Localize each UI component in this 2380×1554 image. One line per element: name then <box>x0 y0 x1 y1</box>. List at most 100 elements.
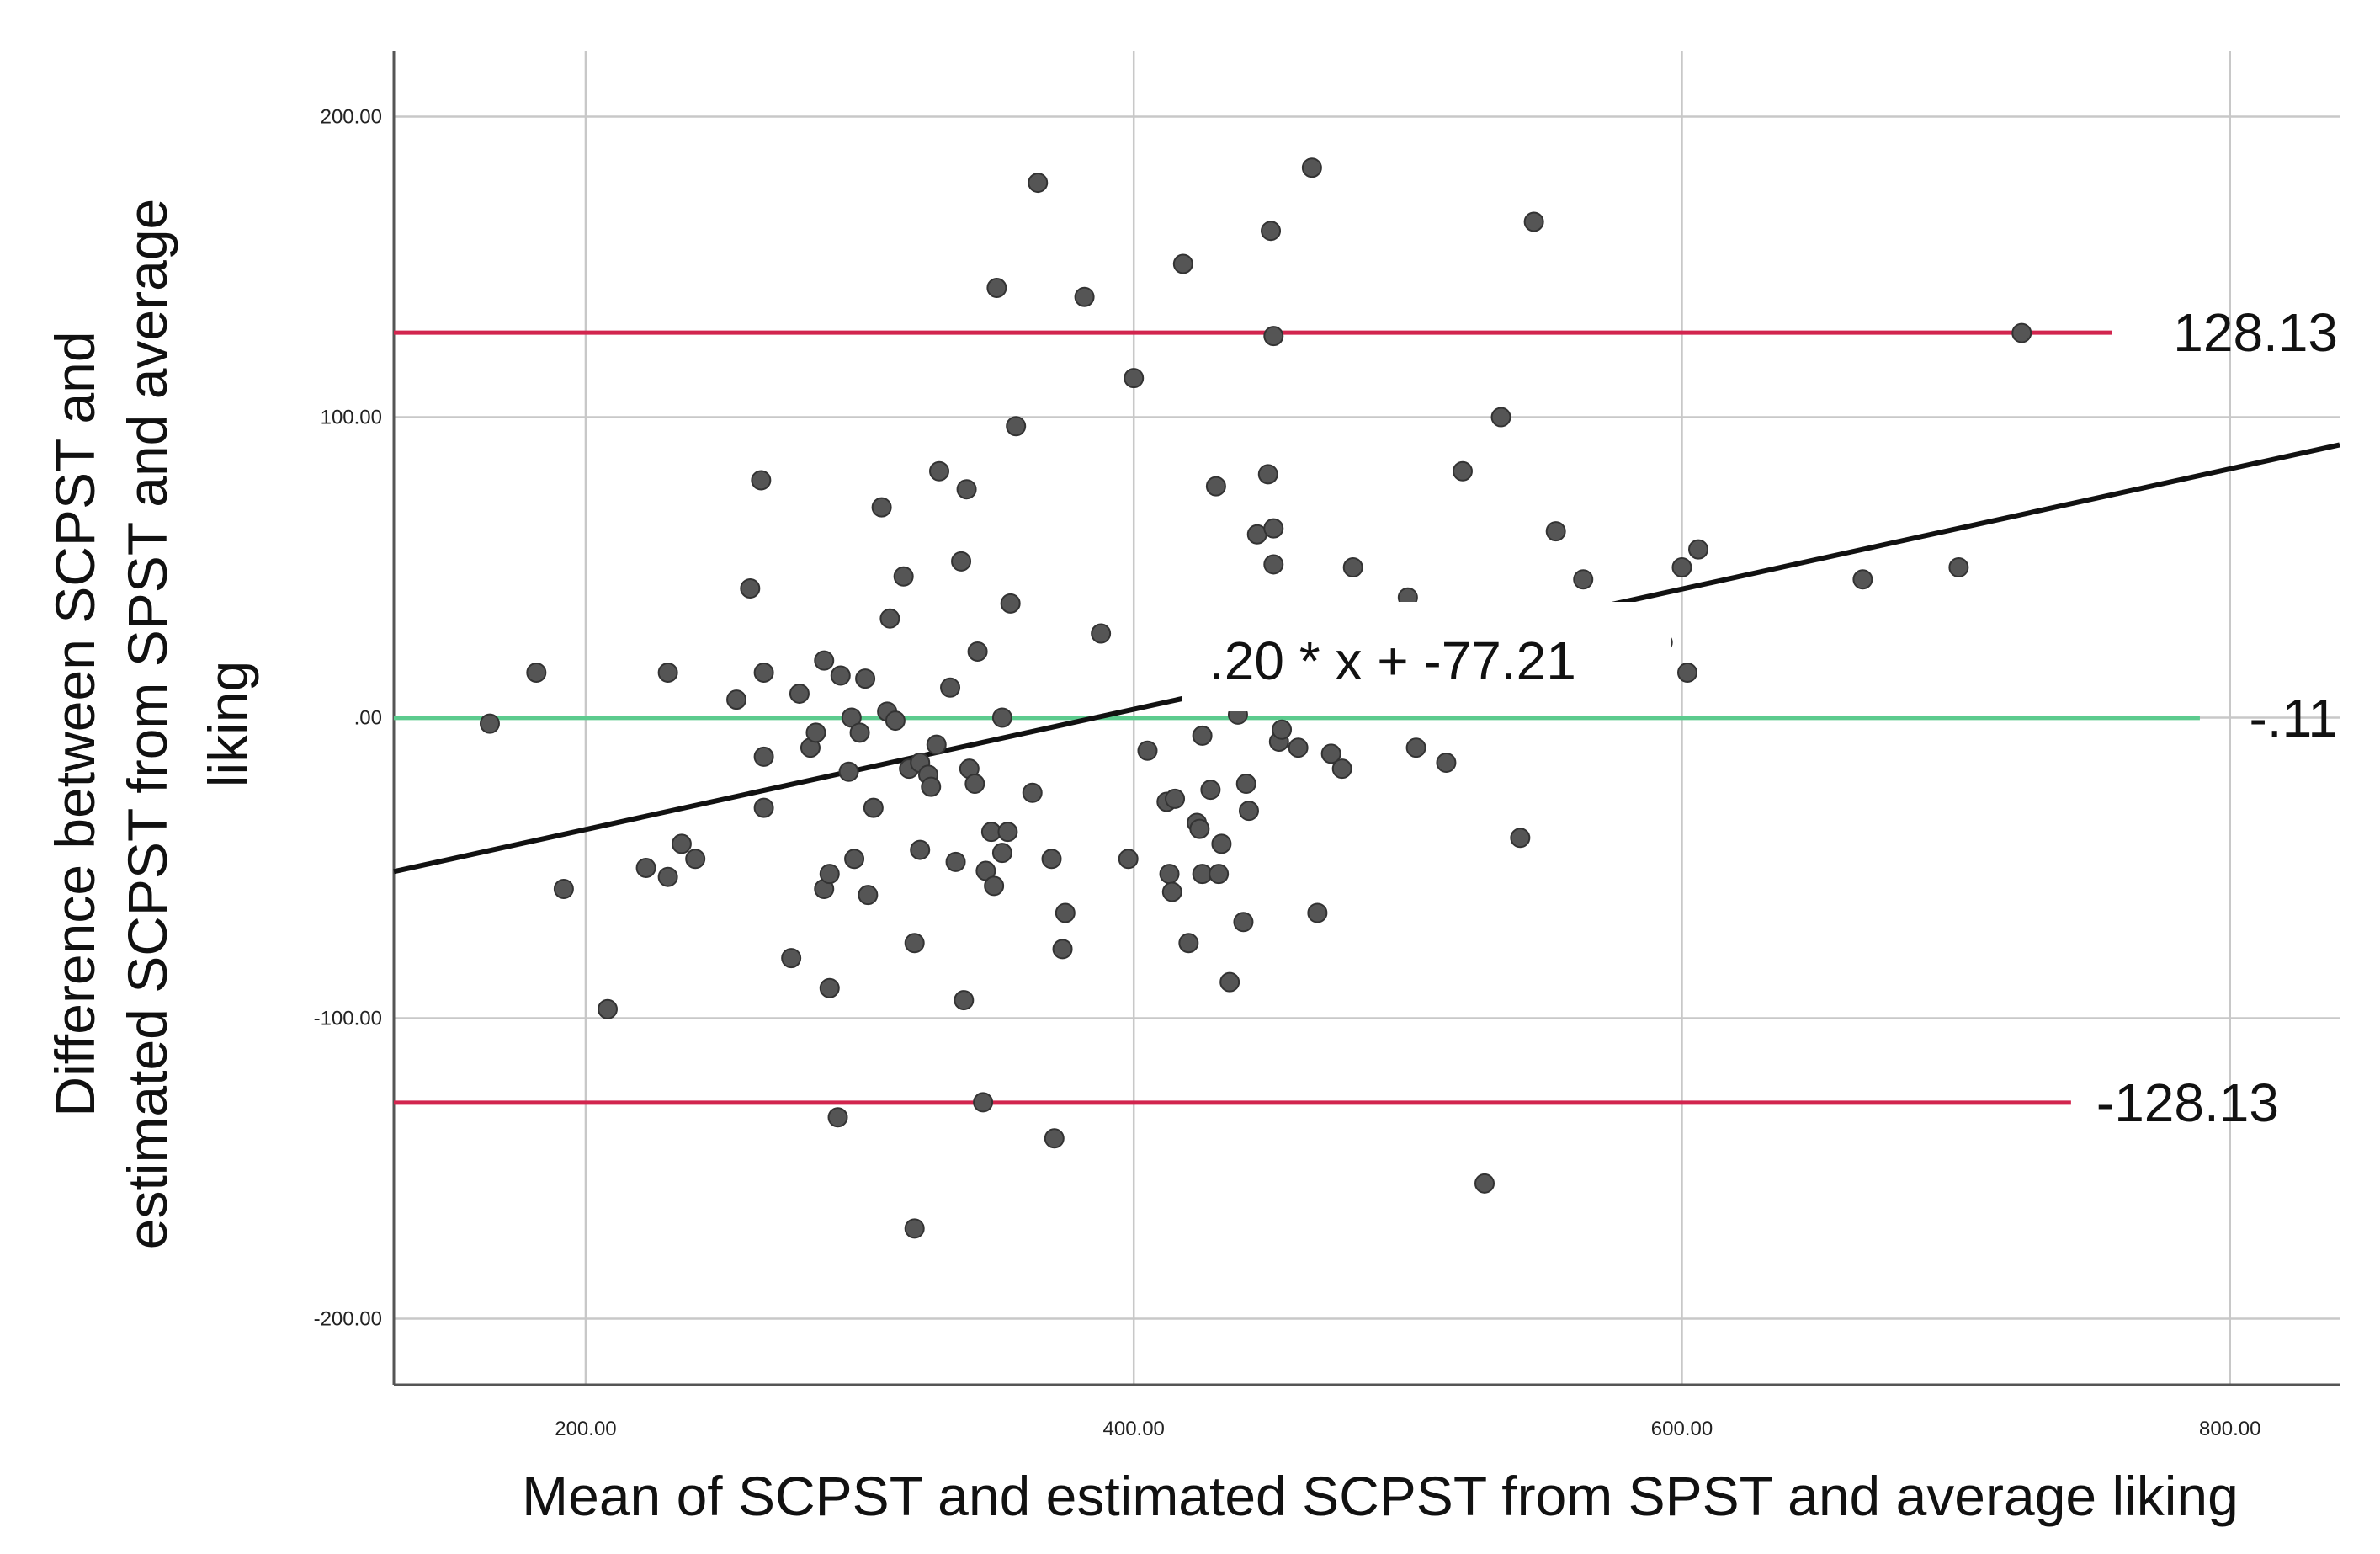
data-point <box>986 278 1007 299</box>
data-point <box>1205 476 1226 497</box>
data-point <box>1452 460 1473 482</box>
data-point <box>1263 554 1284 575</box>
data-point <box>657 866 678 887</box>
data-point <box>1219 971 1240 993</box>
data-point <box>984 875 1005 897</box>
data-point <box>1044 1128 1065 1149</box>
data-point <box>1124 368 1145 389</box>
data-point <box>1161 881 1182 902</box>
data-point <box>1238 801 1259 822</box>
x-tick-label: 200.00 <box>555 1418 616 1440</box>
data-point <box>814 650 835 671</box>
data-point <box>1192 725 1213 746</box>
x-axis-title: Mean of SCPST and estimated SCPST from S… <box>522 1465 2239 1527</box>
y-tick-label: .00 <box>354 707 382 730</box>
data-point <box>1331 758 1352 780</box>
data-point <box>967 641 988 662</box>
data-point <box>997 822 1018 843</box>
data-point <box>657 662 678 683</box>
y-tick-label: -200.00 <box>314 1307 382 1330</box>
data-point <box>1436 753 1457 774</box>
data-point <box>1200 780 1221 801</box>
equation-label: .20 * x + -77.21 <box>1209 631 1576 691</box>
data-point <box>1052 939 1073 960</box>
data-point <box>789 683 810 704</box>
data-point <box>1342 557 1363 578</box>
equation-label-background <box>1182 602 1671 711</box>
reference-line-label: -.11 <box>2249 688 2338 748</box>
data-point <box>1301 157 1322 178</box>
data-point <box>1172 253 1193 274</box>
data-point <box>964 774 985 795</box>
data-point <box>1000 593 1021 614</box>
data-point <box>1235 774 1256 795</box>
data-point <box>1118 849 1139 870</box>
data-point <box>671 833 692 854</box>
y-axis-title-line-1: Difference between SCPST and <box>44 331 106 1116</box>
data-point <box>940 677 961 698</box>
data-point <box>1272 719 1293 740</box>
data-point <box>929 460 950 482</box>
data-point <box>1852 569 1873 590</box>
data-point <box>805 722 826 743</box>
data-point <box>863 797 884 818</box>
data-point <box>1233 912 1254 933</box>
data-point <box>838 761 859 782</box>
reference-lines <box>394 330 2200 1105</box>
data-point <box>819 864 840 885</box>
data-point <box>1257 464 1278 485</box>
data-point <box>1041 849 1062 870</box>
data-point <box>904 1218 925 1239</box>
data-point <box>1307 902 1328 923</box>
data-point <box>1523 211 1544 232</box>
data-point <box>1165 788 1186 809</box>
data-point <box>1948 557 1969 578</box>
data-point <box>885 710 906 732</box>
data-point <box>1189 818 1210 839</box>
data-point <box>1178 933 1199 954</box>
data-point <box>830 665 851 686</box>
y-axis-title-line-2: estimated SCPST from SPST and average <box>116 199 178 1250</box>
line-labels: 128.13 -.11 -128.13 .20 * x + -77.21 <box>1182 302 2338 1133</box>
data-point <box>954 990 975 1011</box>
data-point <box>819 977 840 998</box>
data-point <box>2011 322 2032 343</box>
data-point <box>1510 828 1531 849</box>
y-axis-title: Difference between SCPST and estimated S… <box>44 199 259 1250</box>
data-point <box>1263 518 1284 539</box>
data-point <box>871 497 892 518</box>
y-tick-label: 200.00 <box>321 106 382 129</box>
data-point <box>991 843 1012 864</box>
data-point <box>753 746 774 767</box>
y-tick-label: -100.00 <box>314 1007 382 1030</box>
data-point <box>1209 864 1230 885</box>
data-point <box>1159 864 1180 885</box>
data-point <box>1320 743 1341 764</box>
y-tick-label: 100.00 <box>321 407 382 429</box>
data-point <box>1006 416 1027 437</box>
data-point <box>1022 782 1043 803</box>
data-point <box>893 566 914 587</box>
data-point <box>479 713 500 734</box>
data-point <box>910 839 931 860</box>
data-point <box>1074 286 1095 307</box>
data-point <box>635 857 656 878</box>
data-point <box>1261 221 1282 242</box>
data-point <box>1405 737 1426 758</box>
data-point <box>904 933 925 954</box>
data-point <box>1474 1173 1495 1194</box>
x-tick-label: 400.00 <box>1103 1418 1165 1440</box>
data-point <box>921 776 942 797</box>
data-point <box>685 849 706 870</box>
data-point <box>553 878 574 899</box>
data-point <box>1671 557 1692 578</box>
data-point <box>781 948 802 969</box>
data-point <box>751 470 772 491</box>
data-point <box>1263 326 1284 347</box>
x-tick-label: 600.00 <box>1651 1418 1713 1440</box>
data-point <box>926 734 947 755</box>
data-point <box>1573 569 1594 590</box>
data-points <box>479 157 2032 1239</box>
x-tick-label: 800.00 <box>2199 1418 2260 1440</box>
data-point <box>1211 833 1232 854</box>
